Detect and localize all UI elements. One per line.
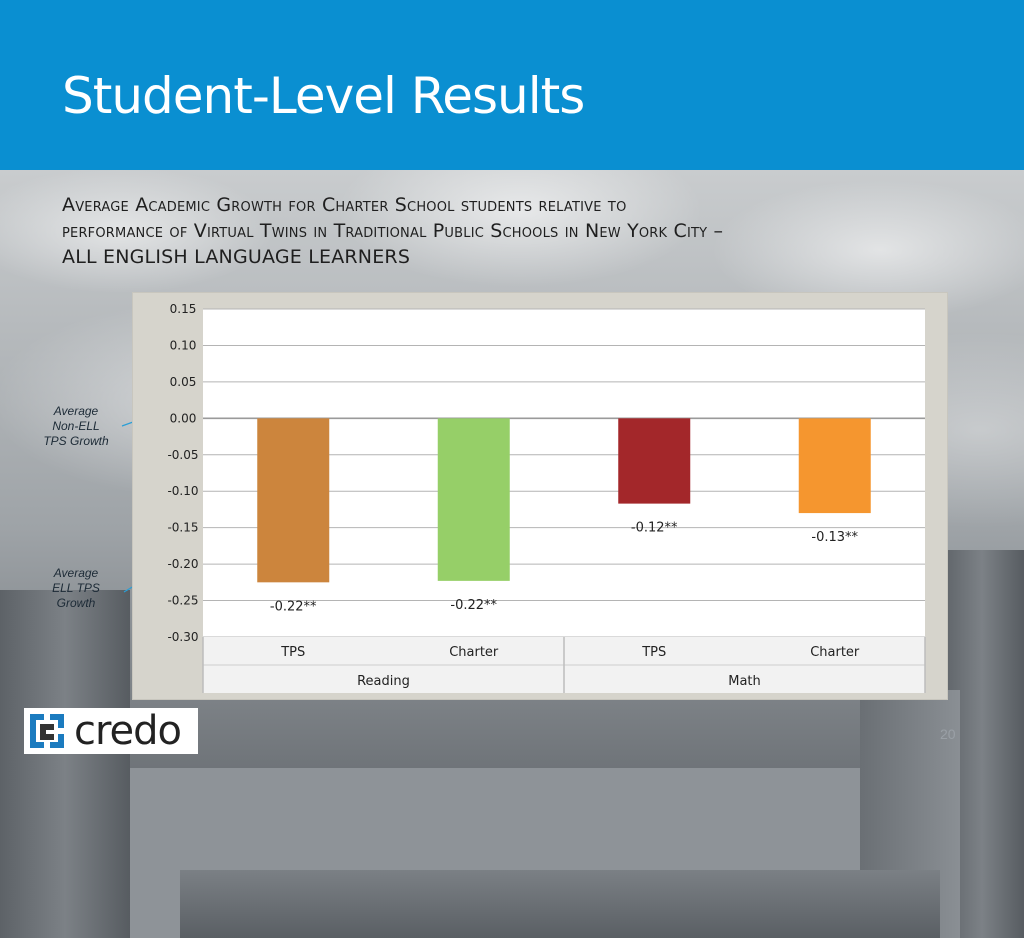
group-label: Math [728,674,761,689]
subtitle-line: Average Academic Growth for Charter Scho… [62,194,627,216]
subtitle-line: performance of Virtual Twins in Traditio… [62,220,724,242]
annotation-line: Average [53,566,99,580]
data-label: -0.13** [811,530,858,545]
bar [798,418,871,514]
y-tick-label: 0.10 [170,338,197,352]
annotation-line: ELL TPS [52,581,100,595]
building-left [0,590,130,938]
slide-title: Student-Level Results [62,67,585,125]
page-number: 20 [940,726,956,742]
y-tick-label: 0.05 [170,375,197,389]
title-banner: Student-Level Results [0,0,1024,170]
buildings-bottom [180,870,940,938]
y-tick-label: -0.15 [167,521,198,535]
x-tick-label: TPS [280,645,305,660]
credo-logo: credo [24,708,198,754]
annotation-ell: Average ELL TPS Growth [36,566,116,611]
bar [257,418,330,583]
bar [618,418,691,504]
x-tick-label: Charter [810,645,860,660]
chart-frame: 0.15 0.10 0.05 0.00 -0.05 -0.10 -0.15 -0.20 -0.2… [132,292,948,700]
credo-logo-text: credo [74,708,182,754]
slide-subtitle: Average Academic Growth for Charter Scho… [62,192,1002,270]
y-tick-label: -0.05 [167,448,198,462]
data-label: -0.22** [450,598,497,613]
x-tick-label: Charter [449,645,499,660]
bar [437,418,510,581]
y-tick-label: 0.15 [170,302,197,316]
annotation-line: TPS Growth [43,434,109,448]
y-tick-label: -0.25 [167,594,198,608]
annotation-line: Average [53,404,99,418]
bar-chart: 0.15 0.10 0.05 0.00 -0.05 -0.10 -0.15 -0.20 -0.2… [167,302,926,693]
data-label: -0.22** [270,599,317,614]
subtitle-line: ALL ENGLISH LANGUAGE LEARNERS [62,246,411,268]
annotation-line: Growth [56,596,96,610]
data-label: -0.12** [631,521,678,536]
x-tick-label: TPS [641,645,666,660]
y-tick-label: -0.30 [167,630,198,644]
credo-logo-mark-icon [27,711,67,751]
group-label: Reading [357,674,410,689]
y-tick-label: -0.10 [167,484,198,498]
y-tick-label: -0.20 [167,557,198,571]
annotation-line: Non-ELL [52,419,100,433]
annotation-non-ell: Average Non-ELL TPS Growth [36,404,116,449]
y-tick-label: 0.00 [170,411,197,425]
